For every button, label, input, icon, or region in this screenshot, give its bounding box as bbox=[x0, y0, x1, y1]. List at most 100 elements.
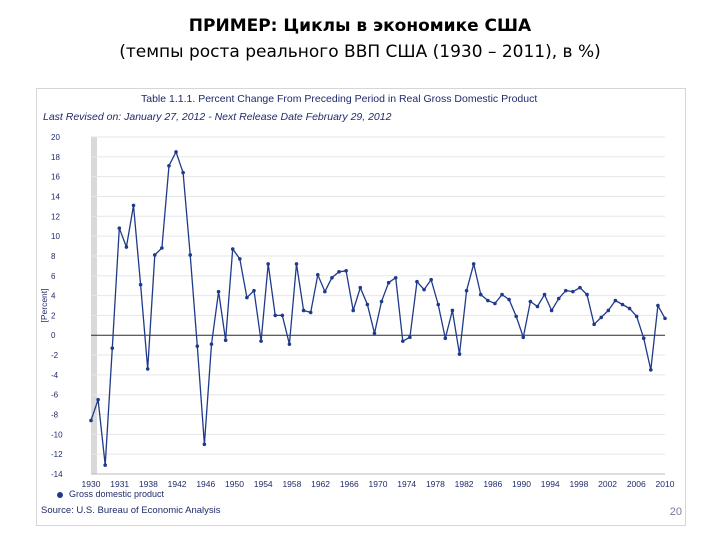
y-tick-label: 10 bbox=[51, 232, 60, 241]
data-point bbox=[160, 246, 164, 250]
data-point bbox=[245, 295, 249, 300]
data-point bbox=[202, 442, 207, 447]
data-point bbox=[663, 316, 667, 321]
chart-source: Source: U.S. Bureau of Economic Analysis bbox=[41, 505, 221, 516]
y-tick-label: 4 bbox=[51, 292, 56, 301]
data-point bbox=[315, 272, 320, 277]
data-point bbox=[117, 226, 122, 230]
x-tick-label: 1938 bbox=[139, 479, 158, 489]
y-tick-label: 16 bbox=[51, 173, 60, 182]
slide-title-line1: ПРИМЕР: Циклы в экономике США bbox=[188, 16, 532, 36]
x-tick-label: 1966 bbox=[340, 479, 359, 489]
data-point bbox=[167, 163, 171, 168]
data-point bbox=[337, 270, 341, 274]
x-tick-label: 2006 bbox=[627, 479, 646, 489]
y-tick-label: 12 bbox=[51, 212, 60, 221]
x-tick-label: 1931 bbox=[110, 479, 129, 489]
data-point bbox=[344, 269, 348, 273]
data-point bbox=[599, 315, 604, 320]
x-tick-label: 1974 bbox=[397, 479, 416, 489]
y-tick-label: -6 bbox=[51, 391, 59, 400]
data-point bbox=[556, 296, 561, 301]
data-point bbox=[415, 279, 419, 284]
x-tick-label: 1962 bbox=[311, 479, 330, 489]
data-point bbox=[471, 262, 476, 266]
y-tick-label: 2 bbox=[51, 311, 56, 320]
y-axis-label: [Percent] bbox=[39, 288, 49, 322]
data-point bbox=[188, 253, 193, 257]
x-tick-label: 1994 bbox=[541, 479, 560, 489]
x-tick-label: 1930 bbox=[82, 479, 101, 489]
series-line bbox=[90, 150, 666, 466]
x-tick-label: 1950 bbox=[225, 479, 244, 489]
page-number: 20 bbox=[669, 506, 682, 518]
data-point bbox=[379, 299, 384, 304]
data-point bbox=[549, 308, 554, 313]
data-point bbox=[110, 346, 115, 350]
data-point bbox=[238, 257, 242, 261]
data-point bbox=[266, 262, 270, 266]
data-point bbox=[571, 289, 575, 294]
data-point bbox=[152, 253, 157, 257]
x-tick-label: 1946 bbox=[196, 479, 215, 489]
data-point bbox=[138, 282, 143, 287]
data-point bbox=[195, 344, 200, 348]
data-point bbox=[372, 331, 377, 336]
data-point bbox=[486, 298, 490, 303]
data-point bbox=[89, 418, 93, 423]
data-point bbox=[230, 247, 235, 251]
y-tick-label: 0 bbox=[51, 331, 56, 340]
data-point bbox=[563, 288, 568, 293]
data-point bbox=[294, 262, 299, 266]
x-tick-label: 1986 bbox=[483, 479, 502, 489]
x-tick-label: 1978 bbox=[426, 479, 445, 489]
data-point bbox=[124, 245, 129, 249]
data-point bbox=[585, 292, 589, 297]
data-point bbox=[542, 292, 547, 297]
data-point bbox=[535, 304, 540, 309]
y-tick-label: -8 bbox=[51, 411, 59, 420]
data-point bbox=[634, 314, 639, 319]
x-tick-label: 2002 bbox=[598, 479, 617, 489]
y-tick-label: -10 bbox=[51, 430, 63, 439]
y-tick-label: 20 bbox=[51, 133, 60, 142]
chart-legend: Gross domestic product bbox=[57, 489, 164, 499]
x-tick-label: 1982 bbox=[455, 479, 474, 489]
data-point bbox=[401, 339, 405, 343]
data-point bbox=[457, 352, 462, 356]
data-point bbox=[627, 306, 632, 311]
data-point bbox=[443, 336, 448, 341]
data-point bbox=[656, 303, 660, 308]
data-point bbox=[429, 277, 433, 282]
x-tick-label: 1942 bbox=[168, 479, 187, 489]
y-tick-label: -4 bbox=[51, 371, 59, 380]
data-point bbox=[365, 302, 370, 307]
data-point bbox=[358, 285, 363, 290]
data-point bbox=[478, 292, 483, 297]
x-tick-label: 1958 bbox=[282, 479, 301, 489]
data-point bbox=[287, 342, 292, 346]
data-point bbox=[464, 288, 469, 293]
data-point bbox=[641, 336, 646, 341]
data-point bbox=[521, 335, 526, 340]
x-tick-label: 1970 bbox=[369, 479, 388, 489]
data-point bbox=[181, 170, 185, 175]
data-point bbox=[330, 275, 334, 280]
data-point bbox=[578, 285, 582, 290]
x-tick-label: 1954 bbox=[254, 479, 273, 489]
data-point bbox=[301, 308, 306, 313]
chart-subtitle: Last Revised on: January 27, 2012 - Next… bbox=[43, 111, 392, 123]
data-point bbox=[592, 322, 596, 327]
chart-panel: 20 18 16 14 12 10 8 6 4 2 0 -2 -4 -6 -8 -10 -12 -14 1930 19… bbox=[36, 88, 686, 526]
data-point bbox=[649, 368, 653, 372]
data-point bbox=[223, 338, 228, 342]
data-point bbox=[507, 297, 511, 302]
data-point bbox=[259, 339, 263, 343]
y-tick-label: 6 bbox=[51, 272, 56, 281]
data-point bbox=[131, 203, 136, 208]
data-point bbox=[96, 397, 100, 402]
data-point bbox=[436, 302, 441, 307]
data-point bbox=[613, 298, 618, 303]
y-tick-label: -2 bbox=[51, 351, 59, 360]
